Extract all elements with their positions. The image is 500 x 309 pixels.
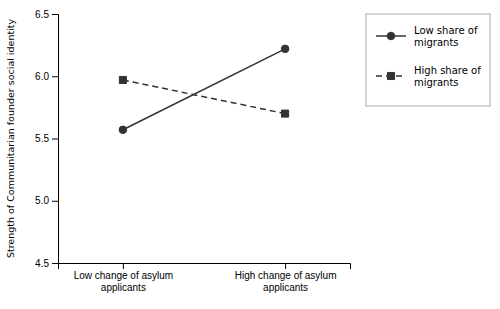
legend-marker	[387, 32, 395, 40]
tick-mark	[52, 14, 58, 15]
line	[123, 49, 285, 130]
legend-item: Low share ofmigrants	[376, 25, 478, 48]
y-axis-label: Strength of Communitarian founder social…	[5, 19, 16, 259]
tick: 6.5	[35, 9, 58, 20]
tick: 5.5	[35, 133, 58, 144]
tick: 6.0	[35, 71, 58, 82]
marker	[282, 110, 289, 117]
tick-label-line: High change of asylum	[235, 270, 337, 281]
tick: High change of asylumapplicants	[235, 263, 337, 293]
legend-item: High share ofmigrants	[376, 65, 481, 88]
legend-label: Low share ofmigrants	[414, 25, 478, 48]
tick-label-line: Low change of asylum	[74, 270, 174, 281]
tick-mark	[123, 263, 124, 269]
tick-mark	[52, 263, 58, 264]
x-axis: Low change of asylumapplicantsHigh chang…	[59, 263, 351, 293]
marker	[119, 126, 127, 134]
legend-label-line: migrants	[414, 77, 459, 88]
marker	[281, 45, 289, 53]
tick: Low change of asylumapplicants	[74, 263, 174, 293]
tick-label: 6.0	[35, 71, 49, 82]
tick-mark	[285, 263, 286, 269]
tick-mark	[52, 76, 58, 77]
tick-label: 5.5	[35, 133, 49, 144]
series	[119, 76, 288, 117]
legend-label-line: migrants	[414, 37, 459, 48]
axis-line	[59, 264, 351, 270]
legend-label-line: High share of	[414, 65, 481, 76]
marks	[119, 45, 289, 133]
tick-label: Low change of asylumapplicants	[74, 270, 174, 293]
plot: 4.55.05.56.06.5Low change of asylumappli…	[5, 9, 490, 293]
y-axis: 4.5 5.0 5.5 6.0 6.5	[35, 9, 58, 269]
legend-label-line: Low share of	[414, 25, 478, 36]
tick-label: 5.0	[35, 195, 49, 206]
tick-mark	[52, 201, 58, 202]
tick: 5.0	[35, 195, 58, 206]
axis-line	[52, 15, 59, 264]
marker	[119, 76, 126, 83]
legend: Low share ofmigrantsHigh share ofmigrant…	[366, 14, 490, 106]
line	[123, 80, 285, 114]
legend-frame	[366, 14, 490, 106]
tick: 4.5	[35, 258, 58, 269]
tick-label-line: applicants	[101, 282, 146, 293]
legend-label: High share ofmigrants	[414, 65, 481, 88]
legend-marker	[387, 72, 394, 79]
tick-label: 4.5	[35, 258, 49, 269]
tick-label: 6.5	[35, 9, 49, 20]
series	[119, 45, 289, 133]
tick-mark	[52, 139, 58, 140]
tick-label-line: applicants	[263, 282, 308, 293]
chart: 4.55.05.56.06.5Low change of asylumappli…	[0, 0, 500, 309]
tick-label: High change of asylumapplicants	[235, 270, 337, 293]
